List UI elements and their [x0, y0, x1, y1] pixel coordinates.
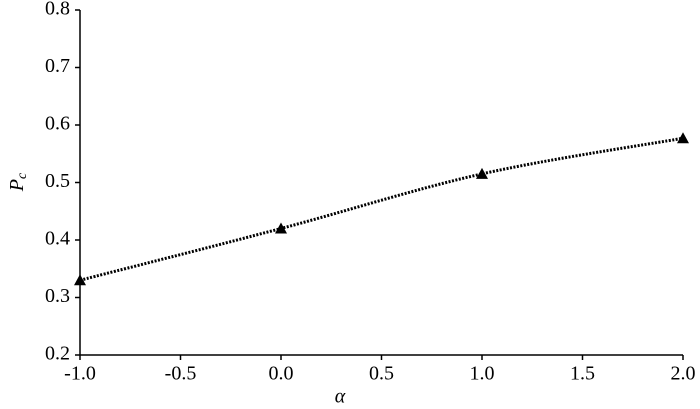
fit-curve — [79, 136, 684, 282]
y-tick-label: 0.7 — [45, 55, 70, 77]
data-point — [275, 222, 287, 234]
x-tick-label: -1.0 — [64, 363, 96, 385]
y-tick-label: 0.3 — [45, 285, 70, 307]
data-point — [74, 274, 86, 286]
y-axis-label-main: P — [6, 179, 28, 192]
y-tick-label: 0.4 — [45, 228, 70, 250]
y-tick-label: 0.5 — [45, 170, 70, 192]
data-point — [476, 167, 488, 179]
y-axis-label-sub: c — [15, 172, 30, 179]
x-tick-label: 1.5 — [570, 363, 595, 385]
x-tick-label: 0.0 — [269, 363, 294, 385]
x-tick-label: 1.0 — [470, 363, 495, 385]
x-axis-label: α — [335, 386, 346, 408]
y-tick-label: 0.8 — [45, 0, 70, 20]
y-tick-label: 0.6 — [45, 113, 70, 135]
data-point — [677, 132, 689, 144]
x-tick-label: -0.5 — [165, 363, 197, 385]
y-axis-label: Pc — [6, 172, 31, 192]
y-tick-label: 0.2 — [45, 343, 70, 365]
x-tick-label: 2.0 — [671, 363, 696, 385]
x-tick-label: 0.5 — [369, 363, 394, 385]
